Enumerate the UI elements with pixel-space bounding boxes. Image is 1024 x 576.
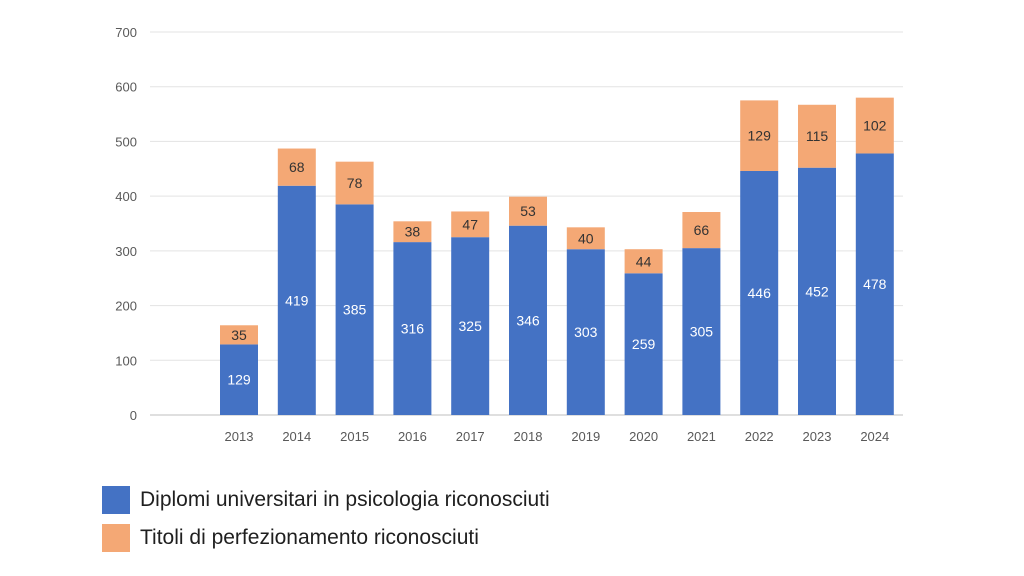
legend-swatch-diplomi — [102, 486, 130, 514]
data-label-diplomi: 129 — [227, 372, 251, 388]
bar-segment-titoli — [682, 212, 721, 249]
data-label-diplomi: 385 — [343, 302, 367, 318]
x-tick-label: 2016 — [398, 429, 427, 444]
bar-segment-titoli — [277, 148, 316, 186]
data-label-titoli: 35 — [231, 327, 247, 343]
data-label-titoli: 115 — [806, 128, 829, 144]
data-label-diplomi: 478 — [863, 276, 887, 292]
y-tick-label: 300 — [115, 244, 137, 259]
data-label-diplomi: 419 — [285, 292, 309, 308]
bar-segment-titoli — [855, 97, 894, 154]
data-label-diplomi: 452 — [805, 283, 829, 299]
x-tick-label: 2021 — [687, 429, 716, 444]
bar-segment-diplomi — [393, 242, 432, 415]
legend: Diplomi universitari in psicologia ricon… — [102, 486, 550, 562]
y-tick-label: 500 — [115, 134, 137, 149]
bar-segment-diplomi — [451, 237, 490, 415]
x-tick-label: 2017 — [456, 429, 485, 444]
data-label-diplomi: 346 — [516, 312, 540, 328]
legend-swatch-titoli — [102, 524, 130, 552]
bar-segment-diplomi — [855, 153, 894, 416]
bar-segment-titoli — [566, 227, 605, 250]
bars: 129 35 419 68 385 78 316 38 325 47 346 53 303 40 259 44… — [220, 97, 894, 416]
x-axis: 2013 2014 2015 2016 2017 2018 2019 2020 2021 2022… — [225, 429, 890, 444]
x-tick-label: 2023 — [803, 429, 832, 444]
bar-segment-diplomi — [335, 204, 374, 415]
legend-label-titoli: Titoli di perfezionamento riconosciuti — [140, 526, 479, 549]
x-tick-label: 2024 — [860, 429, 889, 444]
data-label-diplomi: 316 — [401, 321, 425, 337]
data-label-diplomi: 303 — [574, 324, 598, 340]
bar-segment-titoli — [393, 221, 432, 243]
bar-segment-diplomi — [277, 185, 316, 415]
bar-segment-titoli — [335, 161, 374, 205]
bar-segment-titoli — [220, 325, 258, 345]
data-label-titoli: 44 — [636, 253, 652, 269]
bar-segment-titoli — [509, 196, 547, 226]
data-label-titoli: 38 — [405, 224, 421, 240]
bar-segment-titoli — [624, 249, 663, 274]
data-label-titoli: 129 — [748, 128, 772, 144]
x-tick-label: 2020 — [629, 429, 658, 444]
y-tick-label: 700 — [115, 25, 137, 40]
data-label-titoli: 68 — [289, 159, 305, 175]
data-label-titoli: 102 — [863, 118, 887, 134]
data-label-diplomi: 305 — [690, 324, 714, 340]
data-label-titoli: 47 — [462, 216, 478, 232]
legend-item-diplomi: Diplomi universitari in psicologia ricon… — [102, 486, 550, 514]
y-tick-label: 200 — [115, 299, 137, 314]
y-axis: 0 100 200 300 400 500 600 700 — [115, 25, 137, 423]
bar-segment-diplomi — [740, 170, 779, 415]
data-label-titoli: 78 — [347, 175, 363, 191]
y-tick-label: 0 — [130, 408, 137, 423]
data-label-titoli: 40 — [578, 230, 594, 246]
y-tick-label: 600 — [115, 80, 137, 95]
stacked-bar-chart: 0 100 200 300 400 500 600 700 129 35 419 68 385 78 31… — [115, 25, 903, 444]
data-label-diplomi: 259 — [632, 336, 656, 352]
bar-segment-diplomi — [509, 225, 547, 415]
bar-segment-titoli — [451, 211, 490, 238]
data-label-titoli: 53 — [520, 203, 536, 219]
bar-segment-diplomi — [220, 344, 258, 415]
bar-segment-titoli — [740, 100, 779, 171]
y-tick-label: 100 — [115, 353, 137, 368]
bar-segment-diplomi — [798, 167, 836, 415]
data-label-titoli: 66 — [694, 222, 710, 238]
bar-segment-diplomi — [566, 249, 605, 415]
x-tick-label: 2019 — [571, 429, 600, 444]
x-tick-label: 2018 — [514, 429, 543, 444]
bar-segment-diplomi — [624, 273, 663, 415]
x-tick-label: 2015 — [340, 429, 369, 444]
x-tick-label: 2013 — [225, 429, 254, 444]
bar-segment-diplomi — [682, 248, 721, 415]
data-label-diplomi: 325 — [459, 318, 483, 334]
y-tick-label: 400 — [115, 189, 137, 204]
x-tick-label: 2022 — [745, 429, 774, 444]
legend-label-diplomi: Diplomi universitari in psicologia ricon… — [140, 488, 550, 511]
x-tick-label: 2014 — [282, 429, 311, 444]
legend-item-titoli: Titoli di perfezionamento riconosciuti — [102, 524, 550, 552]
data-label-diplomi: 446 — [748, 285, 772, 301]
bar-segment-titoli — [798, 104, 836, 168]
